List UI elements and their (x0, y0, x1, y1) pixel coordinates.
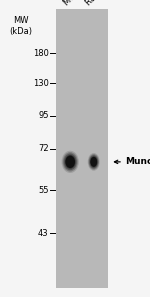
Bar (56, 9, 108, 288)
Ellipse shape (89, 155, 98, 169)
Text: 95: 95 (38, 111, 49, 120)
Ellipse shape (65, 156, 75, 168)
Ellipse shape (90, 157, 97, 167)
Ellipse shape (62, 151, 79, 173)
Ellipse shape (65, 155, 76, 169)
Ellipse shape (64, 154, 77, 170)
Ellipse shape (90, 156, 98, 168)
Text: Mouse brain: Mouse brain (62, 0, 105, 7)
Ellipse shape (66, 156, 75, 168)
Ellipse shape (91, 157, 97, 166)
Text: 130: 130 (33, 79, 49, 88)
Text: 55: 55 (38, 186, 49, 195)
Ellipse shape (63, 152, 78, 172)
Text: 180: 180 (33, 49, 49, 58)
Ellipse shape (93, 161, 94, 163)
Ellipse shape (92, 159, 96, 165)
Ellipse shape (68, 159, 72, 165)
Text: 43: 43 (38, 229, 49, 238)
Ellipse shape (92, 160, 95, 164)
Ellipse shape (88, 153, 100, 171)
Ellipse shape (88, 154, 99, 170)
Text: Munc18-1: Munc18-1 (125, 157, 150, 166)
Text: Rat brain: Rat brain (84, 0, 118, 7)
Text: 72: 72 (38, 144, 49, 153)
Text: MW
(kDa): MW (kDa) (9, 16, 33, 36)
Ellipse shape (67, 158, 74, 166)
Ellipse shape (69, 160, 71, 163)
